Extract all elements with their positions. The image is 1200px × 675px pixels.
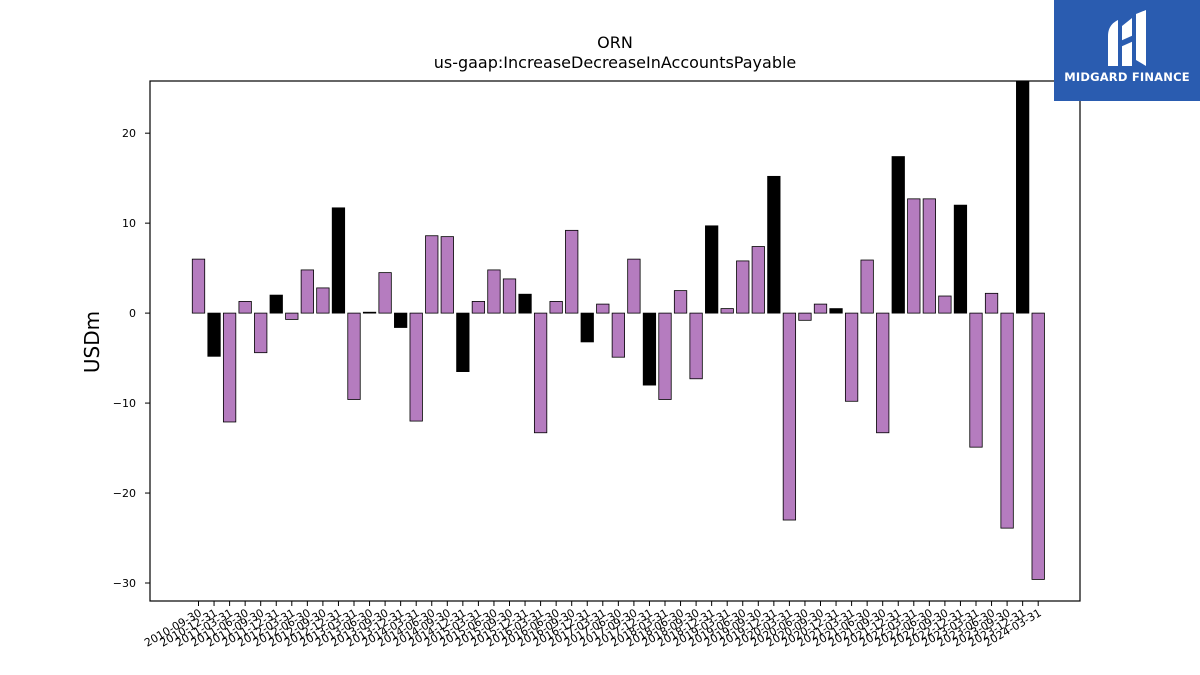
bar-2020-03-31 xyxy=(782,312,797,521)
bar-2022-06-30 xyxy=(922,198,936,314)
bar-2015-06-30 xyxy=(487,269,501,314)
bar-2017-03-31 xyxy=(596,303,610,314)
y-tick-label: −20 xyxy=(113,487,136,500)
bar-2021-03-31 xyxy=(844,312,859,402)
bar-2012-03-31 xyxy=(285,312,299,320)
bar-2023-06-30 xyxy=(984,292,999,314)
bar-2011-03-31 xyxy=(222,312,237,423)
brand-name: MIDGARD FINANCE xyxy=(1064,70,1190,84)
bar-2023-09-30 xyxy=(1000,312,1014,529)
bar-2022-03-31 xyxy=(907,198,921,314)
bar-2015-03-31 xyxy=(471,301,486,314)
chart-subtitle: us-gaap:IncreaseDecreaseInAccountsPayabl… xyxy=(434,53,797,72)
bar-2018-03-31 xyxy=(658,312,672,400)
bar-2014-12-31 xyxy=(456,312,470,372)
x-axis: 2010-09-302010-12-312011-03-312011-06-30… xyxy=(142,601,1044,650)
y-tick-label: 10 xyxy=(122,217,136,230)
bar-2020-09-30 xyxy=(813,303,828,314)
y-tick-label: −30 xyxy=(113,577,136,590)
bar-2013-09-30 xyxy=(378,272,392,314)
bar-2018-12-31 xyxy=(705,225,719,314)
y-axis: 20 10 0 −10 −20 −30 xyxy=(113,127,150,590)
bar-2016-12-31 xyxy=(580,312,594,343)
bar-2018-06-30 xyxy=(673,290,688,314)
y-axis-label: USDm xyxy=(80,311,104,373)
bar-2014-09-30 xyxy=(440,236,454,314)
bar-2017-12-31 xyxy=(642,312,657,386)
bar-2020-06-30 xyxy=(798,312,812,321)
bar-2010-09-30 xyxy=(191,258,206,314)
bar-2021-12-31 xyxy=(891,156,905,314)
bar-2012-09-30 xyxy=(316,287,330,314)
bar-2012-06-30 xyxy=(300,269,314,314)
bars-group xyxy=(191,80,1045,580)
bar-2016-09-30 xyxy=(565,229,579,314)
bar-2015-09-30 xyxy=(502,278,517,314)
y-tick-label: 0 xyxy=(129,307,136,320)
bar-2021-06-30 xyxy=(860,259,874,314)
bar-2010-12-31 xyxy=(207,312,221,357)
bar-2011-12-31 xyxy=(269,294,283,314)
bar-2019-03-31 xyxy=(720,308,734,314)
bar-2013-06-30 xyxy=(362,311,377,314)
bar-2015-12-31 xyxy=(518,293,532,314)
chart-title: ORN xyxy=(597,33,633,52)
bar-2022-09-30 xyxy=(938,295,952,314)
bar-2021-09-30 xyxy=(876,312,890,434)
bar-2019-06-30 xyxy=(736,260,750,314)
bar-2011-06-30 xyxy=(238,301,252,314)
bar-2016-06-30 xyxy=(549,301,563,314)
bar-2016-03-31 xyxy=(533,312,548,434)
brand-logo: MIDGARD FINANCE xyxy=(1054,0,1200,101)
bar-2017-09-30 xyxy=(627,258,641,314)
plot-frame xyxy=(149,80,1081,602)
bar-2023-12-31 xyxy=(1016,80,1030,314)
y-tick-label: 20 xyxy=(122,127,136,140)
bar-2020-12-31 xyxy=(829,308,843,314)
bar-2019-12-31 xyxy=(767,175,781,314)
bar-2012-12-31 xyxy=(331,207,346,314)
bar-2014-03-31 xyxy=(409,312,423,422)
bar-2013-12-31 xyxy=(394,312,408,328)
bar-2018-09-30 xyxy=(689,312,703,380)
bar-2014-06-30 xyxy=(425,235,439,314)
bar-2013-03-31 xyxy=(347,312,361,400)
bar-2024-03-31 xyxy=(1031,312,1045,580)
bar-2017-06-30 xyxy=(611,312,625,358)
bar-2022-12-31 xyxy=(953,204,968,314)
y-tick-label: −10 xyxy=(113,397,136,410)
bar-2019-09-30 xyxy=(751,246,765,314)
midgard-logo-icon xyxy=(1108,10,1146,66)
bar-2011-09-30 xyxy=(254,312,268,354)
bar-2023-03-31 xyxy=(969,312,983,448)
